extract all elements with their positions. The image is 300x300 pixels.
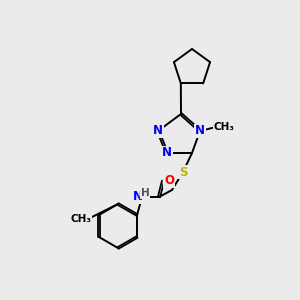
Text: N: N <box>153 124 163 137</box>
Text: S: S <box>179 166 187 178</box>
Text: H: H <box>141 188 149 198</box>
Text: N: N <box>195 124 205 137</box>
Text: N: N <box>133 190 143 203</box>
Text: N: N <box>162 146 172 160</box>
Text: CH₃: CH₃ <box>70 214 92 224</box>
Text: CH₃: CH₃ <box>214 122 235 132</box>
Text: O: O <box>164 175 174 188</box>
